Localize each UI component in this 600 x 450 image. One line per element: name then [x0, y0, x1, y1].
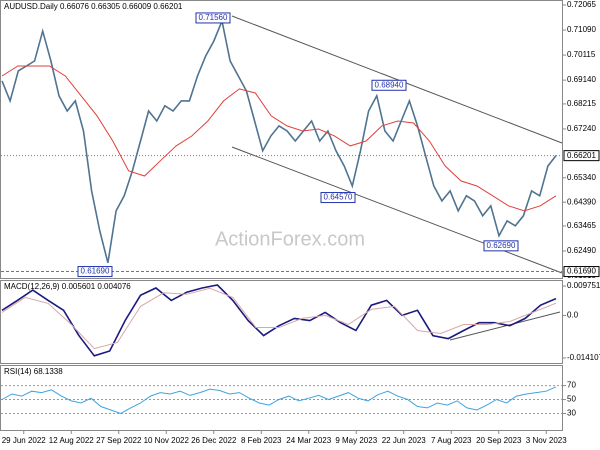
price-marker-label: 0.66201	[567, 151, 596, 160]
y-tick-label: 0.71090	[567, 25, 596, 34]
annotation-box	[77, 266, 113, 278]
annotation-box	[483, 240, 519, 252]
price-marker-box	[563, 266, 600, 278]
x-tick-label: 29 Jun 2022	[2, 436, 47, 445]
y-tick-label: 0.67240	[567, 124, 596, 133]
x-tick-label: 7 Aug 2023	[431, 436, 472, 445]
x-tick-label: 8 Feb 2023	[241, 436, 282, 445]
rsi-panel	[0, 365, 563, 431]
annotation-label: 0.71560	[199, 13, 228, 22]
y-tick-label: 30	[567, 409, 576, 418]
annotation-label: 0.61690	[81, 267, 110, 276]
y-tick-label: 0.72065	[567, 0, 596, 9]
chart-title: AUDUSD.Daily 0.66076 0.66305 0.66009 0.6…	[4, 2, 183, 11]
y-tick-label: 50	[567, 395, 576, 404]
macd-trendline	[449, 311, 561, 341]
channel-upper	[231, 15, 563, 144]
y-tick-label: 0.62490	[567, 246, 596, 255]
annotation-label: 0.62690	[487, 241, 516, 250]
annotation-label: 0.68940	[375, 80, 404, 89]
y-tick-label: 0.009751	[567, 281, 600, 290]
x-tick-label: 26 Dec 2022	[191, 436, 237, 445]
x-tick-label: 10 Nov 2022	[144, 436, 190, 445]
series-line	[1, 284, 557, 357]
y-tick-label: -0.014107	[567, 353, 600, 362]
x-tick-label: 24 Mar 2023	[286, 436, 331, 445]
x-tick-label: 20 Sep 2023	[476, 436, 522, 445]
x-tick-label: 9 May 2023	[335, 436, 377, 445]
macd-panel	[0, 280, 563, 364]
annotation-box	[371, 79, 407, 91]
y-tick-label: 0.68215	[567, 99, 596, 108]
y-tick-label: 0.65340	[567, 173, 596, 182]
series-line	[1, 386, 557, 415]
x-tick-label: 3 Nov 2023	[526, 436, 567, 445]
y-tick-label: 0.64390	[567, 197, 596, 206]
rsi-title: RSI(14) 68.1338	[4, 367, 63, 376]
series-line	[1, 65, 557, 212]
annotation-label: 0.64570	[324, 193, 353, 202]
price-marker-box	[563, 150, 600, 162]
y-tick-label: 0.63465	[567, 221, 596, 230]
watermark: ActionForex.com	[215, 228, 365, 250]
x-tick-label: 12 Aug 2022	[49, 436, 94, 445]
series-line	[1, 18, 557, 263]
annotation-box	[195, 12, 231, 24]
y-tick-label: 70	[567, 381, 576, 390]
price-panel	[0, 0, 563, 279]
annotation-box	[320, 192, 356, 204]
y-tick-label: 0.69140	[567, 75, 596, 84]
y-tick-label: 0.0	[567, 311, 579, 320]
price-marker-label: 0.61690	[567, 267, 596, 276]
series-line	[1, 287, 557, 350]
x-tick-label: 22 Jun 2023	[382, 436, 427, 445]
channel-lower	[231, 146, 563, 274]
x-tick-label: 27 Sep 2022	[96, 436, 142, 445]
y-tick-label: 0.70115	[567, 50, 596, 59]
macd-title: MACD(12,26,9) 0.005601 0.004076	[4, 282, 131, 291]
